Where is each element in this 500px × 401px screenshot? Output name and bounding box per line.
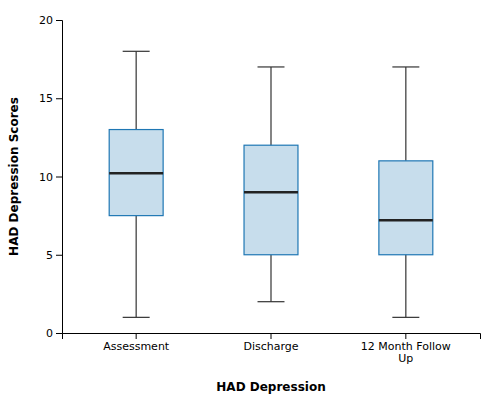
lower-cap: [123, 317, 150, 318]
upper-whisker: [270, 67, 271, 145]
box-group: [379, 67, 433, 317]
upper-cap: [258, 66, 285, 67]
box: [244, 145, 298, 255]
y-tick-mark: [56, 20, 62, 21]
x-tick: 12 Month FollowUp: [361, 333, 451, 365]
y-tick-label: 10: [39, 171, 53, 184]
x-tick-label: 12 Month FollowUp: [361, 340, 451, 366]
x-tick-mark: [405, 333, 406, 339]
box-group: [109, 51, 163, 317]
median: [109, 172, 163, 175]
median: [244, 191, 298, 194]
y-tick: 20: [39, 14, 62, 27]
y-tick-mark: [56, 255, 62, 256]
plot: 0 5 10 15 20 Assessment Discharge 12 Month Foll…: [7, 14, 481, 394]
upper-cap: [123, 51, 150, 52]
y-tick-mark: [56, 333, 62, 334]
lower-whisker: [270, 255, 271, 302]
lower-whisker: [405, 255, 406, 318]
x-tick-label: Discharge: [243, 340, 298, 353]
y-tick-label: 0: [46, 327, 53, 340]
y-tick-mark: [56, 177, 62, 178]
x-tick-label: Assessment: [103, 340, 170, 353]
boxes: [109, 51, 433, 317]
y-tick: 5: [46, 249, 62, 262]
y-tick-label: 15: [39, 92, 53, 105]
y-tick-label: 20: [39, 14, 53, 27]
x-tick: Assessment: [103, 333, 170, 353]
box-group: [244, 67, 298, 302]
box: [379, 161, 433, 255]
x-tick-mark: [271, 333, 272, 339]
upper-whisker: [136, 51, 137, 129]
x-tick: Discharge: [243, 333, 298, 353]
y-tick: 15: [39, 92, 62, 105]
y-tick-mark: [56, 98, 62, 99]
y-tick-label: 5: [46, 249, 53, 262]
x-axis: Assessment Discharge 12 Month FollowUp: [63, 333, 481, 365]
y-tick: 10: [39, 171, 62, 184]
lower-whisker: [136, 216, 137, 318]
y-axis-title: HAD Depression Scores: [7, 97, 21, 256]
upper-whisker: [405, 67, 406, 161]
x-axis-title: HAD Depression: [216, 380, 325, 394]
chart: 0 5 10 15 20 Assessment Discharge 12 Month Foll…: [0, 0, 500, 401]
lower-cap: [258, 301, 285, 302]
y-axis-line: [56, 21, 63, 334]
box: [109, 130, 163, 216]
upper-cap: [392, 66, 419, 67]
x-tick-mark: [136, 333, 137, 339]
y-tick: 0: [46, 327, 62, 340]
x-axis-line: [63, 334, 481, 340]
median: [379, 219, 433, 222]
y-axis: 0 5 10 15 20: [39, 14, 63, 340]
lower-cap: [392, 317, 419, 318]
